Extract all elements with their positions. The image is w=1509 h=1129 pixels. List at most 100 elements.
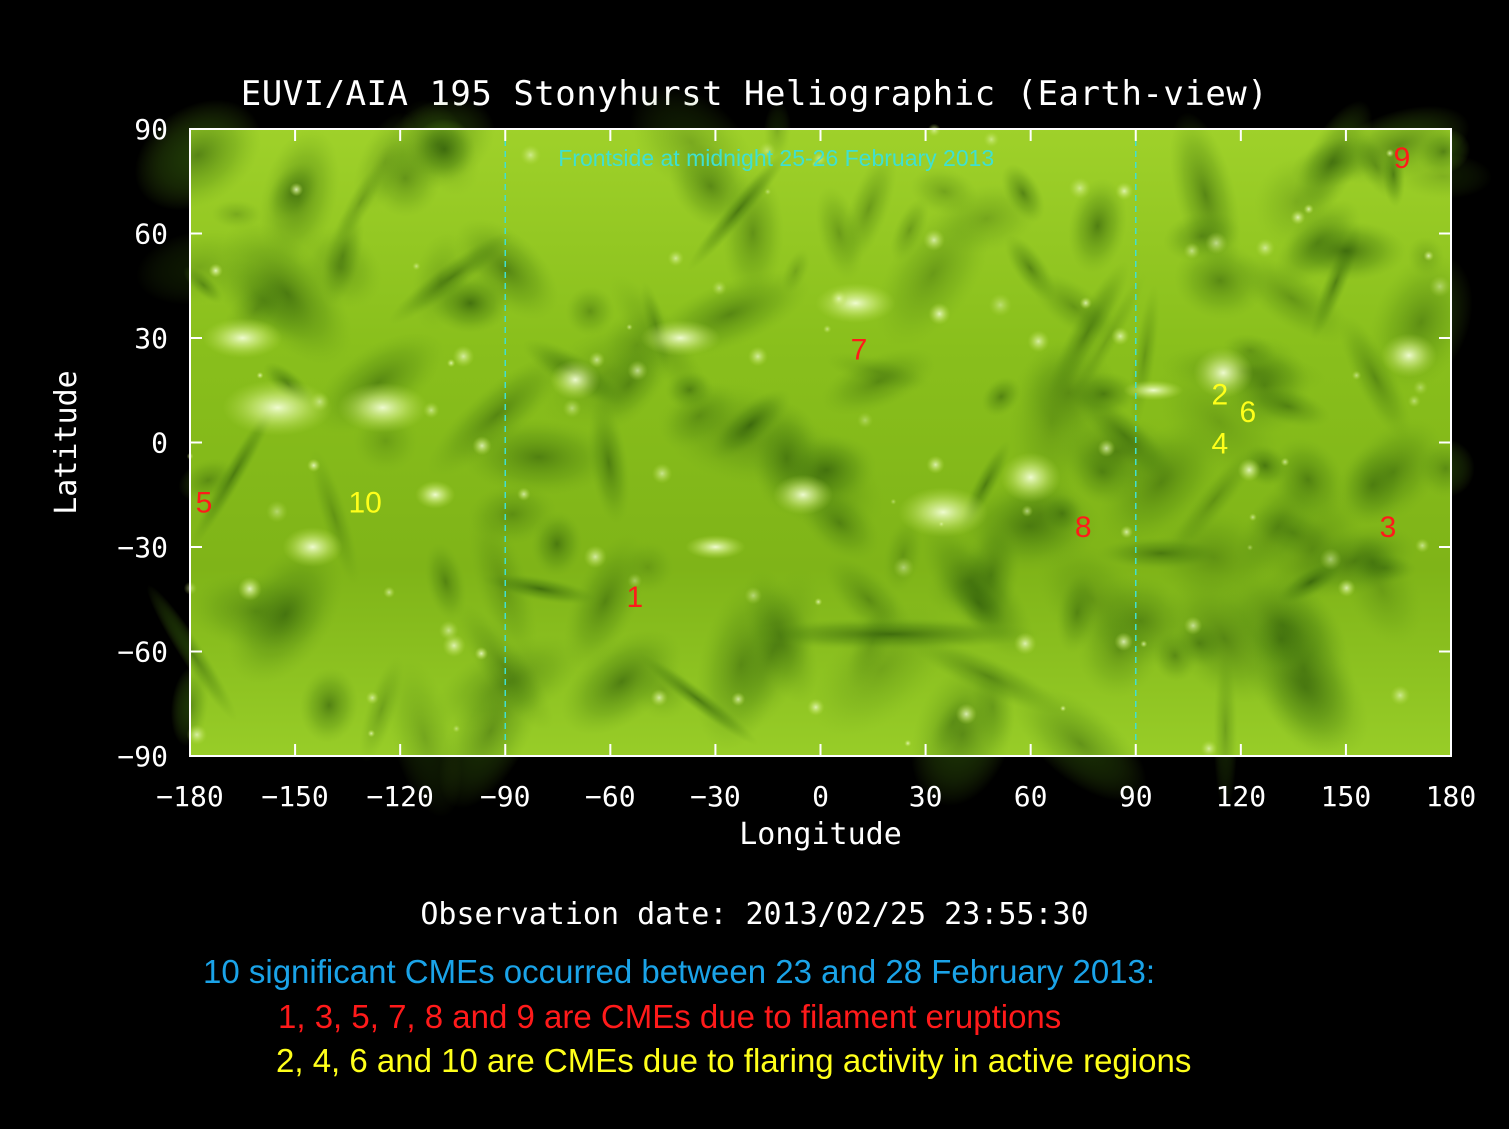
y-tick-label: −90 — [117, 740, 168, 773]
dark-region — [309, 446, 360, 586]
bright-active-region — [1000, 452, 1061, 503]
bright-point — [1115, 182, 1134, 201]
bright-point — [626, 323, 633, 331]
x-tick-label: 120 — [1216, 780, 1267, 813]
x-tick-label: −90 — [480, 780, 531, 813]
dark-region — [439, 653, 543, 809]
dark-region — [709, 389, 791, 461]
cme-marker-3: 3 — [1380, 511, 1397, 544]
bright-point — [1183, 616, 1203, 635]
bright-active-region — [202, 318, 283, 358]
x-tick-label: −180 — [156, 780, 223, 813]
bright-point — [1280, 457, 1290, 467]
x-tick-label: −150 — [261, 780, 328, 813]
bright-point — [650, 689, 668, 707]
bright-point — [186, 724, 208, 745]
bright-point — [627, 360, 648, 381]
cme-marker-1: 1 — [627, 581, 644, 614]
dark-region — [910, 662, 1015, 807]
bright-point — [1429, 275, 1451, 298]
dark-region — [178, 458, 238, 502]
bright-point — [811, 160, 819, 168]
dark-region — [387, 657, 462, 818]
bright-point — [365, 691, 379, 705]
bright-active-region — [550, 359, 601, 400]
x-tick-label: −30 — [690, 780, 741, 813]
dark-region — [136, 229, 262, 305]
bright-active-region — [640, 320, 721, 356]
dark-region — [1245, 385, 1331, 428]
dark-region — [1260, 487, 1364, 612]
bright-point — [893, 557, 915, 579]
bright-point — [711, 280, 727, 296]
bright-point — [383, 586, 395, 599]
bright-point — [1246, 544, 1254, 551]
bright-point — [1027, 330, 1050, 353]
bright-point — [289, 182, 304, 197]
bright-point — [1290, 209, 1306, 225]
x-tick-label: 30 — [909, 780, 943, 813]
dark-region — [636, 652, 758, 745]
y-tick-label: 0 — [151, 427, 168, 460]
dark-region — [1275, 558, 1347, 606]
bright-point — [983, 131, 1000, 148]
dark-region — [1068, 178, 1128, 274]
frontside-label: Frontside at midnight 25-26 February 201… — [558, 145, 994, 171]
bright-active-region — [337, 382, 428, 433]
bright-point — [452, 345, 475, 368]
bright-point — [747, 346, 768, 367]
bright-point — [667, 250, 684, 267]
bright-point — [856, 412, 874, 429]
sun-surface-map — [134, 87, 1493, 818]
dark-region — [427, 352, 567, 477]
bright-point — [1200, 740, 1218, 758]
bright-active-region — [1380, 333, 1437, 378]
dark-region — [1077, 602, 1160, 699]
dark-region — [468, 483, 557, 546]
bright-active-region — [1123, 380, 1184, 401]
dark-region — [890, 197, 930, 263]
bright-point — [583, 545, 607, 569]
bright-point — [423, 402, 440, 419]
cme-marker-10: 10 — [348, 487, 381, 520]
bright-point — [904, 739, 912, 747]
bright-point — [764, 188, 772, 196]
bright-point — [627, 573, 643, 589]
bright-point — [452, 724, 461, 733]
dark-region — [1394, 153, 1493, 199]
bright-point — [1013, 632, 1037, 655]
x-tick-label: 150 — [1321, 780, 1372, 813]
bright-active-region — [815, 283, 896, 324]
bright-point — [731, 692, 746, 707]
bright-active-region — [282, 527, 343, 567]
dark-region — [781, 248, 810, 294]
cme-marker-7: 7 — [851, 333, 868, 366]
y-tick-label: 60 — [134, 218, 168, 251]
bright-point — [562, 398, 582, 418]
bright-point — [256, 371, 264, 379]
dark-region — [926, 546, 1013, 616]
dark-region — [334, 159, 387, 244]
dark-region — [481, 573, 600, 605]
dark-region — [1416, 439, 1475, 498]
y-tick-label: −30 — [117, 531, 168, 564]
bright-point — [367, 729, 376, 738]
cme-marker-5: 5 — [196, 487, 213, 520]
bright-point — [744, 586, 763, 605]
caption-summary: 10 significant CMEs occurred between 23 … — [203, 953, 1156, 990]
bright-point — [1114, 632, 1134, 651]
bright-point — [807, 698, 825, 717]
bright-point — [1303, 203, 1314, 215]
dark-region — [454, 218, 559, 320]
dark-region — [1213, 648, 1238, 812]
bright-point — [1120, 525, 1133, 539]
bright-point — [1068, 177, 1091, 200]
bright-point — [814, 597, 823, 606]
bright-point — [237, 576, 262, 601]
x-tick-label: −60 — [585, 780, 636, 813]
caption-filament-eruptions: 1, 3, 5, 7, 8 and 9 are CMEs due to fila… — [278, 998, 1062, 1035]
dark-region — [299, 667, 359, 743]
bright-point — [1407, 394, 1421, 408]
cme-marker-2: 2 — [1211, 379, 1228, 412]
